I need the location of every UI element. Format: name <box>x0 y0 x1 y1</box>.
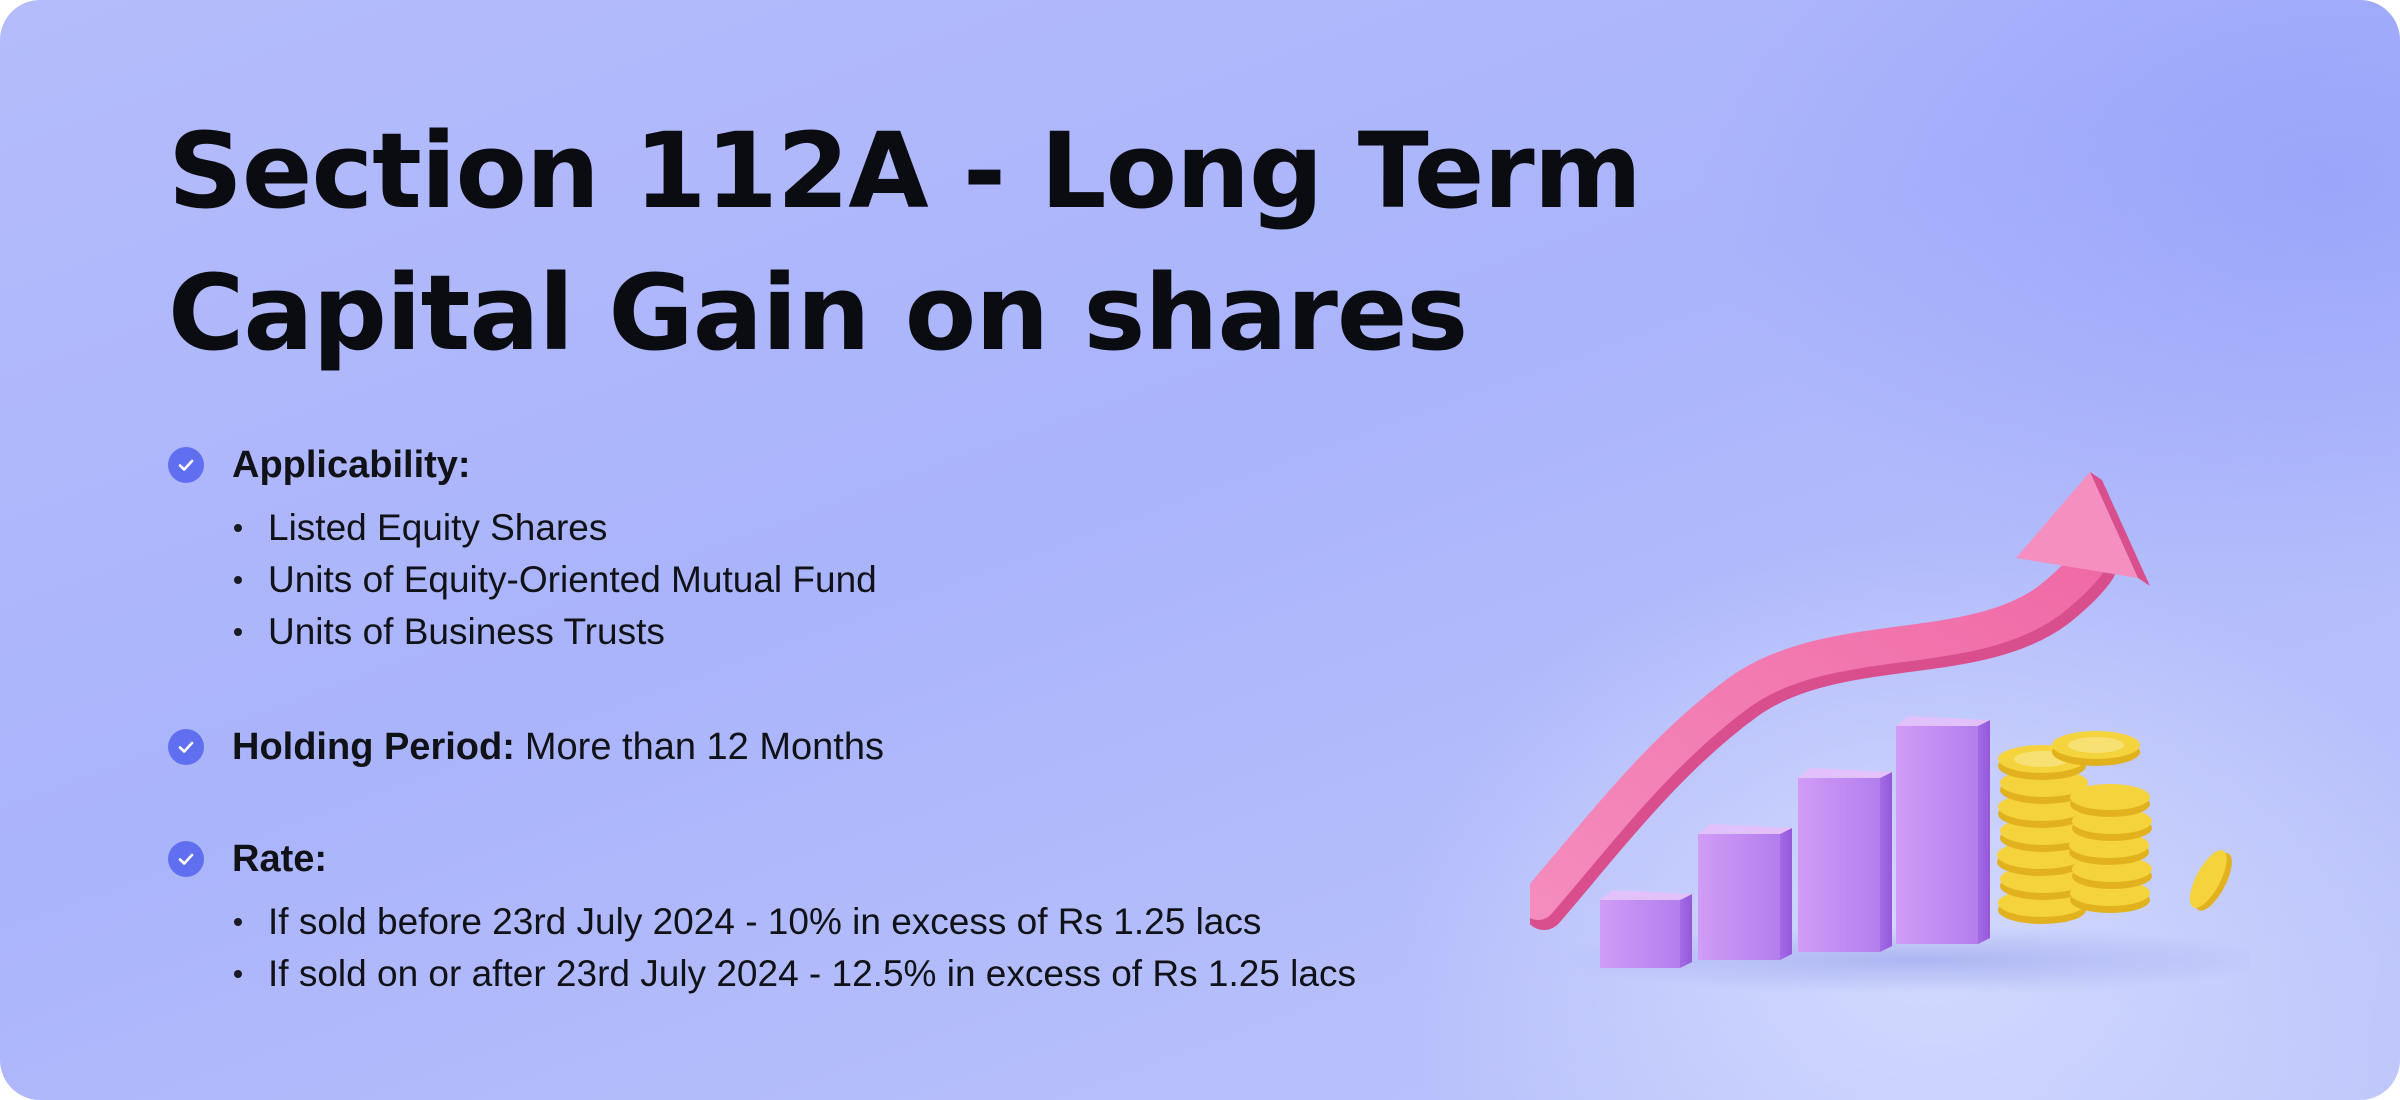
applicability-heading: Applicability: <box>168 440 877 490</box>
holding-period-section: Holding Period: More than 12 Months <box>168 722 884 772</box>
list-item-text: Units of Equity-Oriented Mutual Fund <box>268 559 877 600</box>
holding-period-heading: Holding Period: More than 12 Months <box>168 722 884 772</box>
bar-3 <box>1798 768 1892 952</box>
applicability-list: Listed Equity Shares Units of Equity-Ori… <box>168 502 877 658</box>
bullet-icon <box>234 628 242 636</box>
check-circle-icon <box>168 841 204 877</box>
rate-heading: Rate: <box>168 834 1356 884</box>
list-item-text: Listed Equity Shares <box>268 507 608 548</box>
growth-chart-coins-illustration <box>1530 472 2250 994</box>
bullet-icon <box>234 524 242 532</box>
list-item-text: If sold before 23rd July 2024 - 10% in e… <box>268 901 1262 942</box>
bar-4 <box>1896 716 1990 944</box>
bullet-icon <box>234 970 242 978</box>
list-item: Units of Business Trusts <box>232 606 877 658</box>
bullet-icon <box>234 918 242 926</box>
list-item-text: Units of Business Trusts <box>268 611 665 652</box>
list-item: Units of Equity-Oriented Mutual Fund <box>232 554 877 606</box>
holding-period-label: Holding Period: <box>232 725 515 768</box>
title-line-2: Capital Gain on shares <box>168 252 1468 374</box>
applicability-label: Applicability: <box>232 443 471 486</box>
bar-1 <box>1600 890 1692 968</box>
title-line-1: Section 112A - Long Term <box>168 110 1642 232</box>
check-circle-icon <box>168 447 204 483</box>
check-circle-icon <box>168 729 204 765</box>
bullet-icon <box>234 576 242 584</box>
page-title: Section 112A - Long Term Capital Gain on… <box>168 100 1668 384</box>
bar-2 <box>1698 824 1792 960</box>
list-item: If sold before 23rd July 2024 - 10% in e… <box>232 896 1356 948</box>
rate-section: Rate: If sold before 23rd July 2024 - 10… <box>168 834 1356 1000</box>
list-item-text: If sold on or after 23rd July 2024 - 12.… <box>268 953 1356 994</box>
holding-period-value: More than 12 Months <box>524 725 884 768</box>
applicability-section: Applicability: Listed Equity Shares Unit… <box>168 440 877 658</box>
list-item: If sold on or after 23rd July 2024 - 12.… <box>232 948 1356 1000</box>
rate-list: If sold before 23rd July 2024 - 10% in e… <box>168 896 1356 1000</box>
coin-stack-icon <box>1997 731 2232 924</box>
growth-arrow-icon <box>1530 472 2150 930</box>
rate-label: Rate: <box>232 837 328 880</box>
background-glow-top <box>1700 0 2400 600</box>
list-item: Listed Equity Shares <box>232 502 877 554</box>
